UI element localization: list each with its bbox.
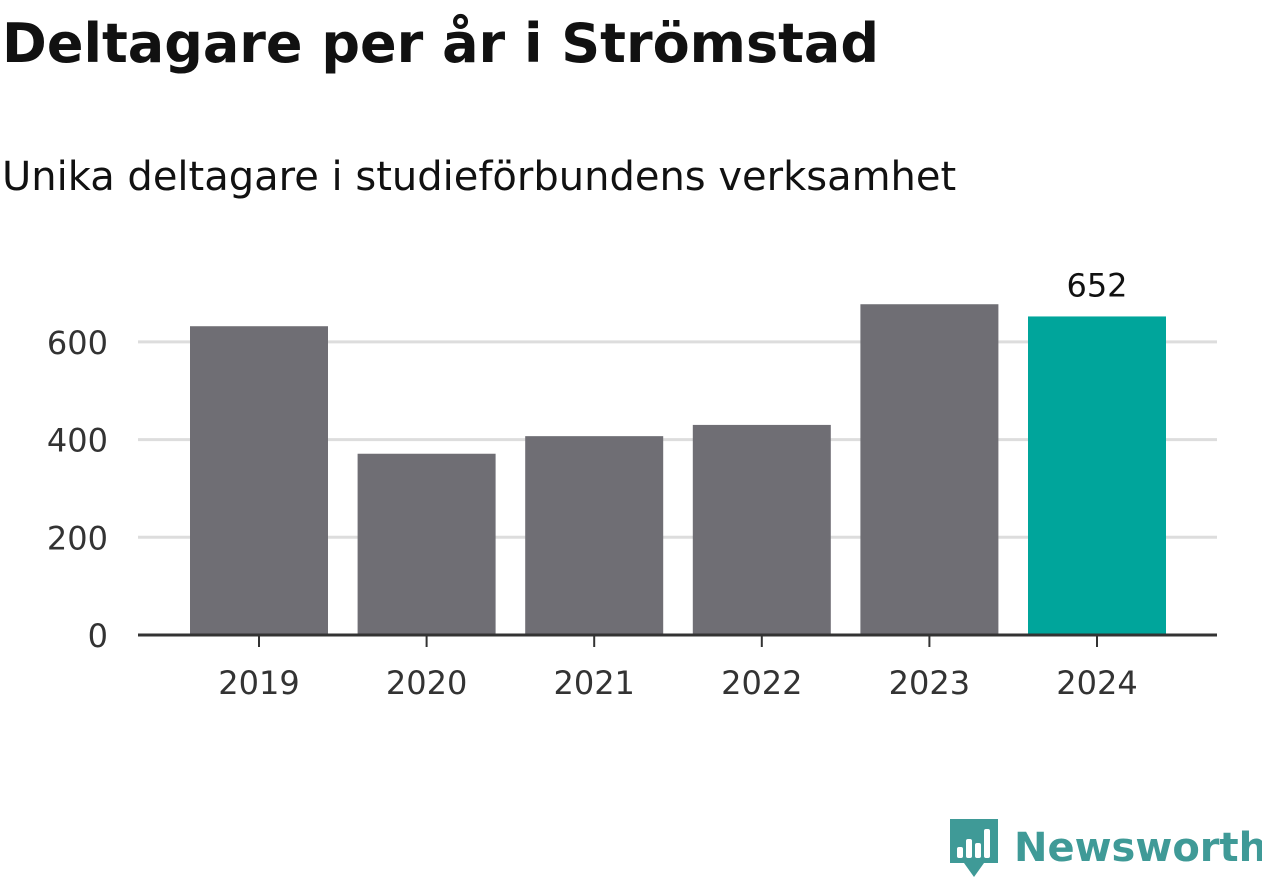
chart-subtitle: Unika deltagare i studieförbundens verks… [2,154,957,200]
x-tick-label: 2023 [889,664,970,702]
newsworthy-brand: Newsworthy [948,816,1262,880]
y-tick-label: 400 [47,422,108,460]
bar-2023 [860,304,999,635]
newsworthy-bar-logo-icon [950,819,998,877]
bar-2022 [692,424,831,635]
x-tick-label: 2024 [1056,664,1137,702]
x-tick-label: 2019 [218,664,299,702]
bar-2024 [1028,316,1166,635]
y-tick-label: 0 [88,617,108,655]
x-tick-label: 2021 [553,664,634,702]
axes [138,633,1217,647]
chart-title: Deltagare per år i Strömstad [2,12,879,75]
data-label: 652 [1066,266,1127,304]
x-tick-label: 2020 [386,664,467,702]
y-tick-label: 600 [47,324,108,362]
labels: 0 200 400 600 2019 2020 2021 2022 2023 2024 652 [47,266,1138,702]
x-tick-label: 2022 [721,664,802,702]
bars [190,304,1166,635]
bar-2019 [190,326,328,635]
y-tick-label: 200 [47,519,108,557]
bar-2020 [357,453,496,635]
bar-2021 [525,436,664,635]
brand-name: Newsworthy [1014,825,1262,871]
